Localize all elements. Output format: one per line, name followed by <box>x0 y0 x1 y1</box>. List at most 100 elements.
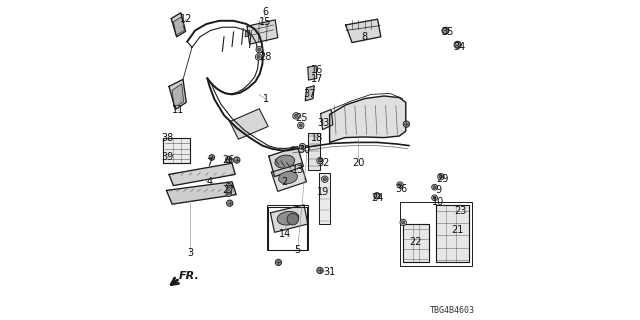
Text: 13: 13 <box>291 164 304 175</box>
Text: FR.: FR. <box>179 271 199 281</box>
Text: 4: 4 <box>207 177 212 188</box>
Circle shape <box>226 183 232 189</box>
Text: 23: 23 <box>454 206 467 216</box>
Text: 21: 21 <box>451 225 464 236</box>
Circle shape <box>322 176 328 182</box>
Ellipse shape <box>275 155 294 168</box>
Circle shape <box>300 143 306 150</box>
Circle shape <box>227 192 230 195</box>
Circle shape <box>433 186 436 188</box>
Text: 27: 27 <box>223 185 235 196</box>
Circle shape <box>298 122 304 129</box>
Circle shape <box>301 145 304 148</box>
Circle shape <box>257 55 260 59</box>
Text: 7: 7 <box>207 158 212 168</box>
Circle shape <box>226 191 232 196</box>
Text: 31: 31 <box>323 267 336 277</box>
Text: 6: 6 <box>262 7 269 17</box>
Text: 30: 30 <box>298 145 310 156</box>
Circle shape <box>323 178 326 181</box>
Polygon shape <box>173 17 184 35</box>
Text: 1: 1 <box>262 94 269 104</box>
Circle shape <box>319 159 322 162</box>
Polygon shape <box>308 66 317 80</box>
Text: 22: 22 <box>410 236 422 247</box>
Polygon shape <box>346 19 381 43</box>
Polygon shape <box>321 109 333 130</box>
Bar <box>268 205 307 250</box>
Text: 29: 29 <box>436 174 449 184</box>
Polygon shape <box>269 147 303 177</box>
Polygon shape <box>163 138 191 163</box>
Text: 24: 24 <box>371 193 384 204</box>
Polygon shape <box>245 30 250 37</box>
Circle shape <box>256 46 262 53</box>
Text: 12: 12 <box>180 14 193 24</box>
Text: 5: 5 <box>294 244 301 255</box>
Text: 15: 15 <box>259 17 272 27</box>
Ellipse shape <box>277 212 299 225</box>
Text: 25: 25 <box>296 113 308 124</box>
Polygon shape <box>330 96 406 142</box>
Circle shape <box>275 259 282 266</box>
Ellipse shape <box>278 172 298 184</box>
Circle shape <box>227 185 230 188</box>
Text: 19: 19 <box>317 187 330 197</box>
Text: 8: 8 <box>362 32 368 42</box>
Polygon shape <box>172 13 186 37</box>
Text: 34: 34 <box>453 42 465 52</box>
Polygon shape <box>169 163 236 186</box>
Circle shape <box>255 54 262 60</box>
Circle shape <box>433 196 436 199</box>
Circle shape <box>398 183 402 187</box>
Circle shape <box>209 155 215 160</box>
Circle shape <box>403 121 410 127</box>
Circle shape <box>439 175 443 178</box>
Circle shape <box>293 113 300 119</box>
Polygon shape <box>270 205 308 232</box>
Text: 17: 17 <box>310 74 323 84</box>
Text: 32: 32 <box>317 158 330 168</box>
Polygon shape <box>305 86 314 101</box>
Text: 3: 3 <box>188 248 193 258</box>
Text: 14: 14 <box>278 228 291 239</box>
Text: 11: 11 <box>172 105 185 116</box>
Polygon shape <box>230 109 268 139</box>
Circle shape <box>257 48 261 51</box>
Circle shape <box>438 173 444 180</box>
Text: 28: 28 <box>259 52 272 62</box>
Text: 36: 36 <box>396 184 408 194</box>
Text: 35: 35 <box>442 27 454 37</box>
Polygon shape <box>308 133 320 170</box>
Text: 26: 26 <box>223 155 235 165</box>
Circle shape <box>226 156 232 163</box>
Polygon shape <box>403 224 429 262</box>
Text: 38: 38 <box>161 132 173 143</box>
Circle shape <box>454 41 461 48</box>
Text: 18: 18 <box>310 132 323 143</box>
Text: 10: 10 <box>432 196 445 207</box>
Polygon shape <box>166 182 236 204</box>
Polygon shape <box>271 163 307 191</box>
Circle shape <box>300 124 303 127</box>
Polygon shape <box>247 20 278 44</box>
Text: 33: 33 <box>317 118 330 128</box>
Circle shape <box>442 27 449 34</box>
Polygon shape <box>436 205 468 262</box>
Bar <box>400 202 472 266</box>
Circle shape <box>234 157 240 163</box>
Text: 20: 20 <box>352 158 365 168</box>
Circle shape <box>432 195 438 201</box>
Text: 16: 16 <box>310 65 323 76</box>
Text: 39: 39 <box>161 152 173 162</box>
Circle shape <box>287 213 298 225</box>
Circle shape <box>317 157 323 164</box>
Text: 9: 9 <box>435 185 442 196</box>
Circle shape <box>374 193 380 199</box>
Polygon shape <box>319 173 330 224</box>
Circle shape <box>432 184 438 190</box>
Circle shape <box>397 182 403 188</box>
Polygon shape <box>169 79 186 109</box>
Circle shape <box>317 267 323 274</box>
Circle shape <box>400 219 406 226</box>
